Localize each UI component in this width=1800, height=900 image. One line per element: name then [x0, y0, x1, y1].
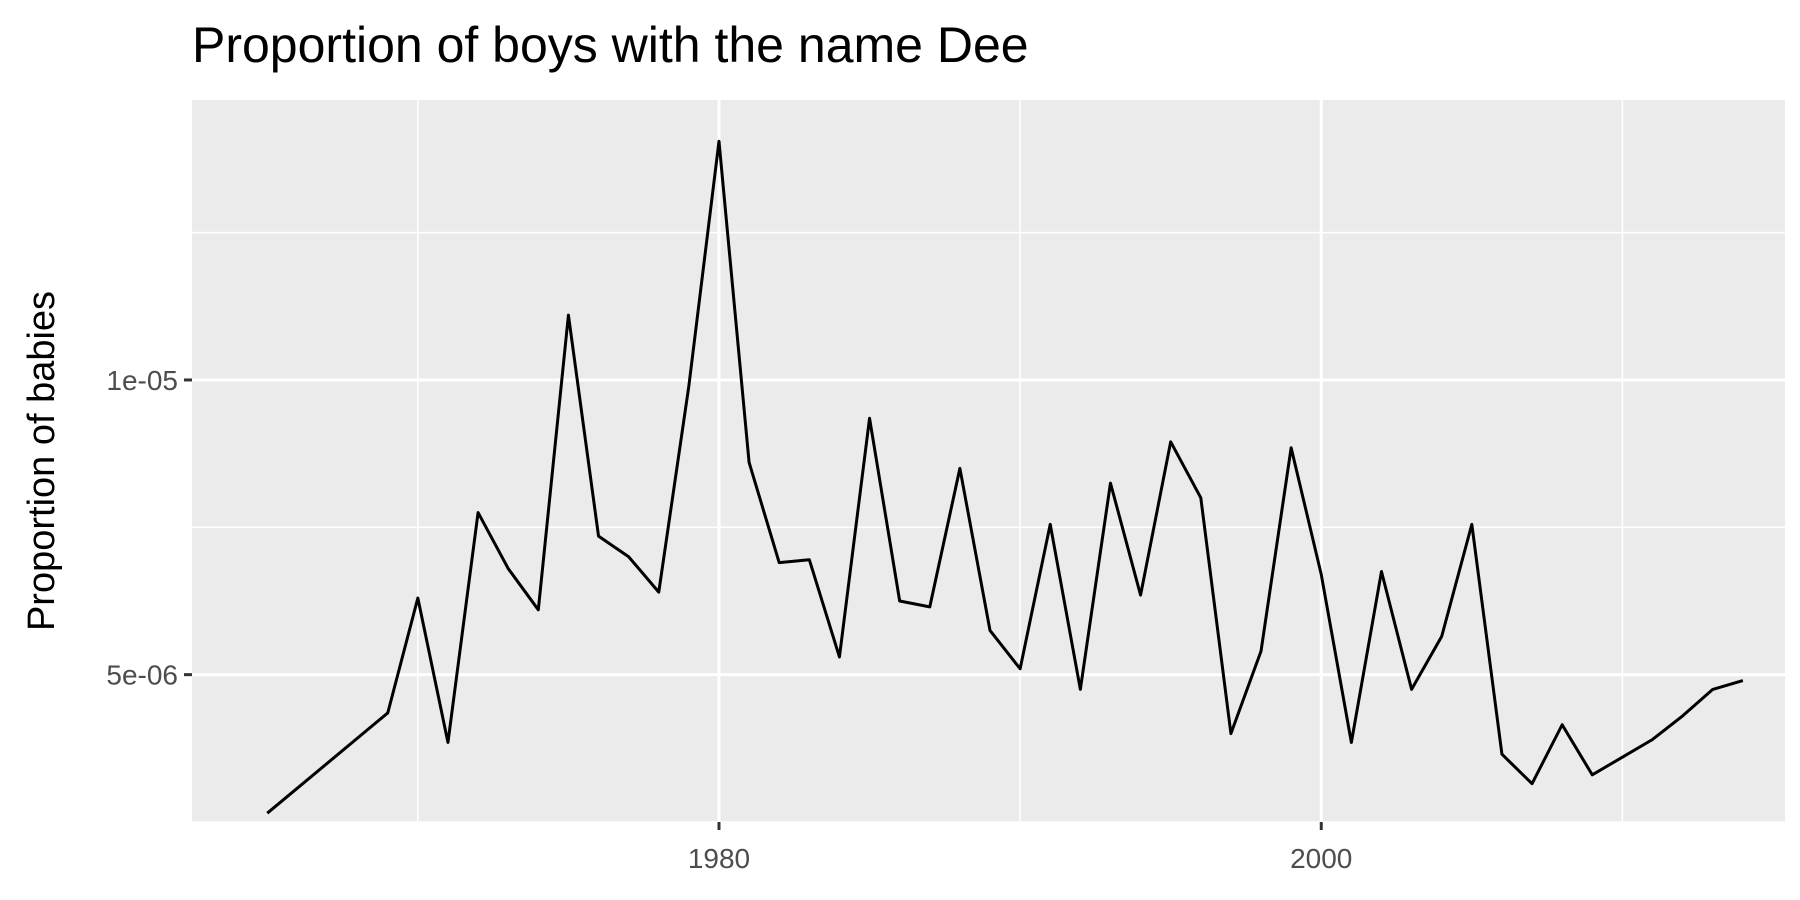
plot-panel: [192, 100, 1785, 822]
y-axis-title: Proportion of babies: [21, 291, 63, 631]
y-tick-label: 5e-06: [106, 660, 178, 691]
x-tick-label: 1980: [688, 843, 750, 874]
x-axis: 1980 2000: [688, 822, 1352, 874]
series-line: [266, 139, 1744, 815]
minor-gridlines: [192, 100, 1785, 823]
y-axis: 5e-06 1e-05: [106, 365, 192, 691]
chart-title: Proportion of boys with the name Dee: [192, 17, 1029, 73]
x-tick-label: 2000: [1290, 843, 1352, 874]
y-tick-label: 1e-05: [106, 365, 178, 396]
